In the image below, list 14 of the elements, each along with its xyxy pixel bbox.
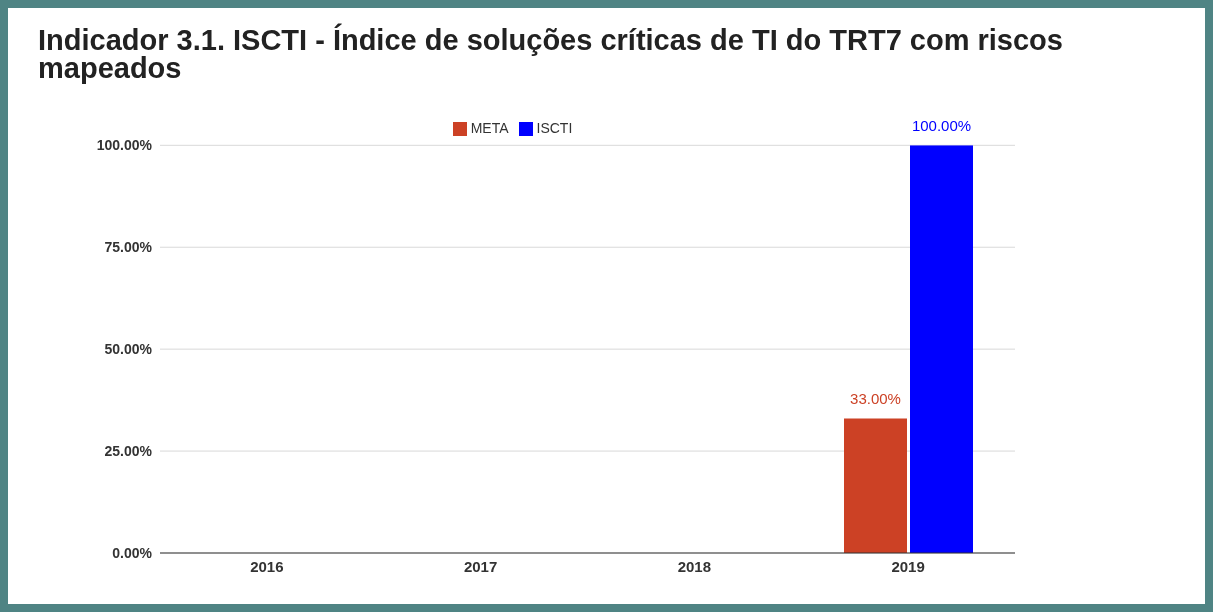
y-tick-label: 50.00%: [104, 341, 153, 358]
x-tick-label: 2017: [463, 557, 498, 575]
y-tick-label: 25.00%: [104, 443, 153, 460]
y-tick-label: 75.00%: [104, 239, 153, 256]
data-label: 100.00%: [911, 117, 972, 135]
data-label: 33.00%: [850, 390, 901, 408]
chart-title: Indicador 3.1. ISCTI - Índice de soluções críticas de TI do TRT7 com riscos mapeados: [38, 24, 1064, 84]
x-tick-label: 2018: [677, 557, 712, 575]
x-tick-label: 2016: [250, 557, 284, 575]
y-tick-label: 100.00%: [96, 137, 153, 154]
legend-label: ISCTI: [536, 120, 573, 136]
legend-label: META: [470, 120, 509, 136]
y-tick-label: 0.00%: [112, 544, 153, 561]
x-tick-label: 2019: [891, 557, 925, 575]
